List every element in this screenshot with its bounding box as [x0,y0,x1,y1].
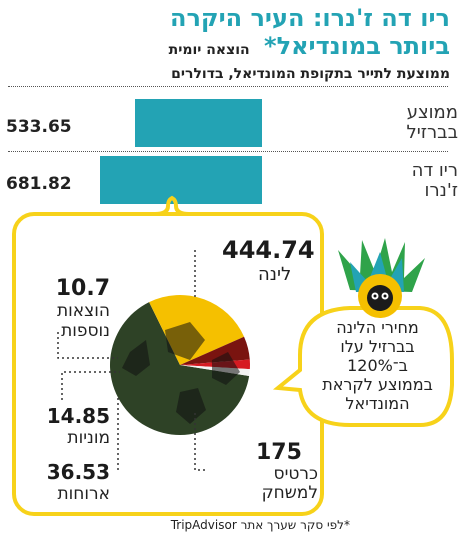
bubble-line-3: ב־120% [347,356,408,375]
taxis-value: 14.85 [46,404,110,428]
lodging-label: לינה [258,264,292,285]
bar-brazil [135,99,262,147]
speech-bubble [272,306,454,427]
tickets-line2: למשחק [261,483,318,503]
bar-value-brazil: 533.65 [6,117,72,137]
bubble-line-4: בממוצע לקראת [322,375,433,394]
leader-line-2 [57,332,118,359]
ball-patch-4 [176,388,206,424]
bubble-line-2: בברזיל עלו [340,337,415,356]
bar-label-brazil: ממוצע בברזיל [363,103,458,143]
meals-label: ארוחות [57,484,110,504]
ball-patch-2 [122,340,150,376]
divider-bars [8,151,448,152]
extras-value: 10.7 [55,276,110,301]
leader-line-3 [61,371,120,400]
leader-lines [57,250,205,471]
bar-label-rio-line1: ריו דה [411,160,458,181]
bubble-line-5: המונדיאל [345,394,410,413]
chart-subtitle: ממוצעת לתייר בתקופת המונדיאל, בדולרים [171,66,450,82]
pie-slice-meals [180,336,250,365]
label-taxis: 14.85 מוניות [30,404,110,448]
title-badge: הוצאה יומית [168,42,250,58]
label-lodging: 444.74 לינה [222,236,332,285]
extras-line1: הוצאות [57,301,110,321]
divider-top [8,86,448,87]
title-line-1: ריו דה ז'נרו: העיר היקרה [169,4,450,32]
bar-label-brazil-line1: ממוצע [406,102,458,123]
bubble-text: מחירי הלינה בברזיל עלו ב־120% בממוצע לקר… [305,318,450,413]
ball-pattern [122,322,240,424]
pie-slice-lodging [110,302,250,435]
tickets-line1: כרטיס [273,464,318,484]
bar-rio [100,156,262,204]
meals-value: 36.53 [46,460,110,484]
mascot-face [367,285,393,311]
brace-notch [154,195,190,216]
taxis-label: מוניות [67,428,110,448]
bar-label-brazil-line2: בברזיל [406,122,458,143]
label-extras: 10.7 הוצאות נוספות [30,276,110,341]
label-meals: 36.53 ארוחות [30,460,110,504]
bar-label-rio-line2: ז'נרו [424,180,458,201]
bubble-line-1: מחירי הלינה [336,318,419,337]
label-tickets: 175 כרטיס למשחק [232,440,318,503]
extras-line2: נוספות [61,321,110,341]
ball-patch-3 [212,352,240,385]
title-line-2: ביותר במונדיאל* [264,32,450,60]
bar-value-rio: 681.82 [6,174,72,194]
ball-patch-1 [165,322,205,360]
chart-title: ריו דה ז'נרו: העיר היקרה ביותר במונדיאל*… [10,4,450,64]
title-line-2-row: ביותר במונדיאל* הוצאה יומית [10,32,450,64]
tickets-value: 175 [256,440,302,465]
lodging-value: 444.74 [222,236,315,264]
leader-line-5 [194,410,205,471]
bar-label-rio: ריו דה ז'נרו [363,161,458,201]
source-footnote: *לפי סקר שערך אתר TripAdvisor [170,518,350,532]
